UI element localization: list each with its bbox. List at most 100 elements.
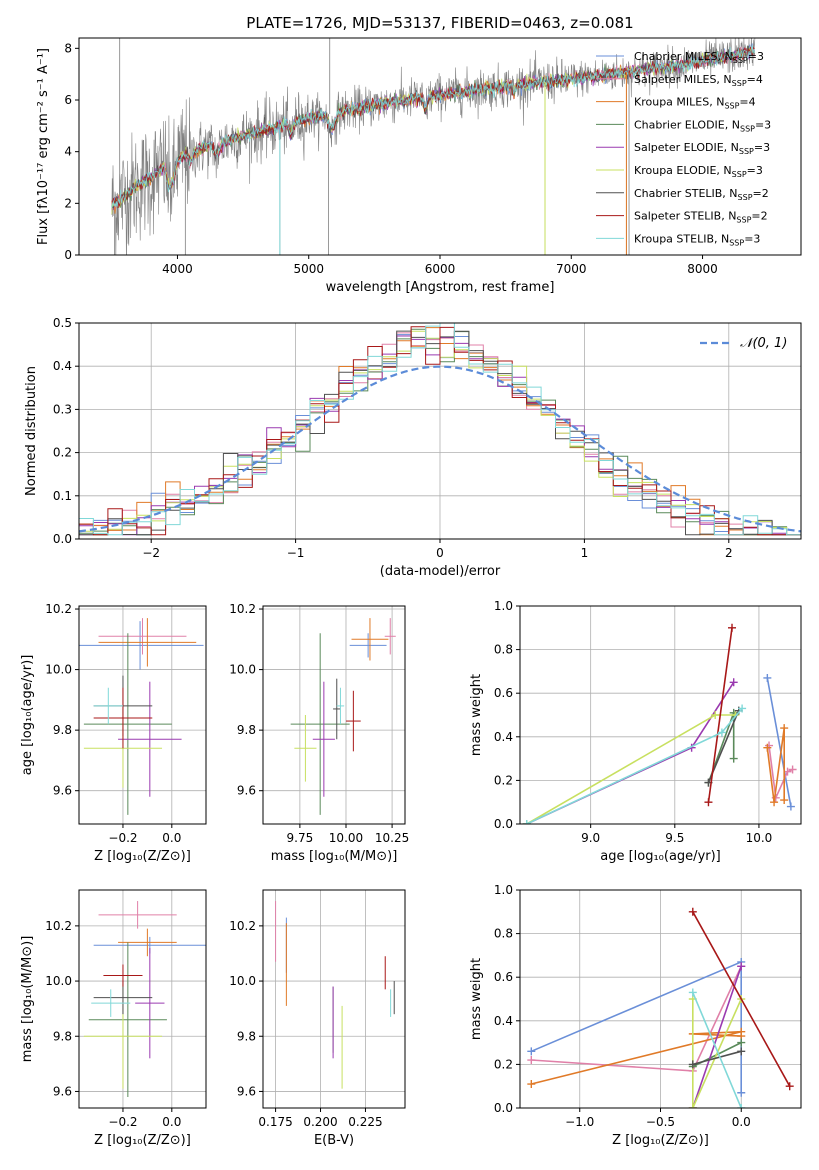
panel-age-vs-Z: −0.2 0.0 9.6 9.8 10.0 10.2 Z [log₁₀(Z/Z⊙)] age …: [20, 602, 207, 864]
x-tick-label: 5000: [293, 262, 324, 276]
x-tick-label: 6000: [425, 262, 456, 276]
plot-area: [111, 38, 756, 255]
series-marker: [788, 765, 797, 774]
histogram-salpeter-stelib: [79, 326, 801, 536]
series-marker: [711, 711, 720, 719]
axes-frame: [78, 322, 802, 540]
y-tick-label: 0.4: [494, 1014, 513, 1028]
legend-label-n: =2: [753, 187, 769, 200]
y-tick-label: 0.4: [494, 730, 513, 744]
errorbar-chabrier-miles: [349, 633, 387, 658]
plot-area: [79, 323, 801, 536]
errorbar-salpeter-miles: [98, 618, 187, 655]
legend-label-text: Salpeter ELODIE, N: [634, 141, 739, 154]
legend-label-n: =4: [739, 96, 755, 109]
figure-title: PLATE=1726, MJD=53137, FIBERID=0463, z=0…: [246, 14, 633, 32]
y-tick-label: 0.0: [53, 532, 72, 546]
y-tick-label: 9.8: [53, 723, 72, 737]
errorbar-salpeter-stelib: [345, 690, 361, 752]
axes-frame: [262, 889, 406, 1109]
errorbar-chabrier-stelib: [333, 678, 341, 740]
panel-mass-vs-ebv: 0.175 0.200 0.225 9.6 9.8 10.0 10.2 E(B-V): [229, 889, 406, 1148]
series-line: [766, 677, 792, 807]
series-chabrier-miles: [763, 673, 795, 811]
errorbar-chabrier-elodie: [290, 633, 350, 815]
series-marker: [786, 802, 795, 811]
series-marker: [729, 678, 738, 687]
series-line: [707, 627, 733, 803]
x-tick-label: 0: [436, 546, 444, 560]
legend-label-text: Kroupa ELODIE, N: [634, 164, 732, 177]
legend-label-n: =2: [751, 210, 767, 223]
errorbar-salpeter-elodie: [312, 681, 335, 797]
x-axis-label: age [log₁₀(age/yr)]: [600, 849, 721, 864]
series-line: [526, 707, 743, 824]
y-tick-label: 2: [64, 196, 72, 210]
series-marker: [780, 796, 789, 805]
legend-label-sub: SSP: [729, 238, 744, 247]
x-axis-label: E(B-V): [314, 1133, 354, 1148]
series-marker: [763, 743, 772, 752]
series-salpeter-elodie: [688, 962, 746, 1108]
spectrum-model-salpeter-stelib: [111, 46, 755, 209]
series-marker: [527, 1047, 536, 1056]
errorbar-kroupa-stelib: [336, 687, 345, 725]
gaussian-reference-line: [79, 365, 801, 533]
legend-label-n: =3: [747, 164, 763, 177]
errorbar-salpeter-stelib: [103, 964, 143, 987]
series-kroupa-stelib: [688, 988, 746, 1108]
panel-residuals: −2 −1 0 1 2 0.0 0.1 0.2 0.3 0.4 0.5 (data-model)/er…: [24, 316, 802, 579]
y-tick-label: 1.0: [494, 599, 513, 613]
x-tick-label: −0.2: [108, 831, 137, 845]
plot-area: [83, 901, 206, 1097]
x-axis-label: wavelength [Angstrom, rest frame]: [326, 280, 555, 295]
legend-label-n: =3: [754, 141, 770, 154]
y-tick-label: 10.0: [45, 974, 72, 988]
legend-label-text: Kroupa MILES, N: [634, 96, 724, 109]
errorbar-kroupa-miles: [98, 618, 197, 667]
y-tick-label: 0.2: [494, 1057, 513, 1071]
errorbar-kroupa-stelib: [93, 687, 123, 725]
y-tick-label: 1.0: [494, 883, 513, 897]
legend-label-sub: SSP: [733, 56, 748, 65]
errorbar-chabrier-elodie: [88, 942, 167, 1097]
x-tick-label: −1: [287, 546, 305, 560]
errorbar-kroupa-stelib: [91, 989, 131, 1017]
legend-label-salpeter-stelib: Salpeter STELIB, NSSP=2: [634, 210, 768, 225]
legend-label-kroupa-elodie: Kroupa ELODIE, NSSP=3: [634, 164, 763, 179]
plot-area: [79, 618, 204, 815]
legend-label-sub: SSP: [739, 147, 754, 156]
series-kroupa-miles: [527, 1027, 746, 1089]
y-axis-label: mass weight: [469, 958, 484, 1040]
x-tick-label: −2: [142, 546, 160, 560]
axes-frame: [519, 889, 802, 1109]
y-tick-label: 9.6: [237, 1084, 256, 1098]
axes-frame: [78, 889, 207, 1109]
legend-label-n: =3: [748, 50, 764, 63]
x-tick-label: 0.200: [303, 1115, 337, 1129]
legend-label-text: Chabrier MILES, N: [634, 50, 733, 63]
y-tick-label: 0.0: [494, 1101, 513, 1115]
x-tick-label: 10.00: [329, 831, 363, 845]
x-tick-label: 0.175: [258, 1115, 292, 1129]
x-axis-label: Z [log₁₀(Z/Z⊙)]: [612, 1133, 709, 1148]
series-kroupa-stelib: [522, 704, 747, 824]
series-marker: [737, 1047, 746, 1056]
x-tick-label: 1: [581, 546, 589, 560]
errorbar-kroupa-miles: [351, 618, 389, 661]
panel-spectrum: 4000 5000 6000 7000 8000 0 2 4 6 8 wavelength [Ang…: [36, 37, 802, 295]
y-tick-label: 4: [64, 145, 72, 159]
y-tick-label: 10.2: [229, 919, 256, 933]
y-tick-label: 9.8: [53, 1029, 72, 1043]
y-tick-label: 0.0: [494, 817, 513, 831]
y-tick-label: 10.0: [45, 663, 72, 677]
y-tick-label: 0.6: [494, 686, 513, 700]
x-tick-label: 0.0: [732, 1115, 751, 1129]
x-tick-label: −0.5: [646, 1115, 675, 1129]
y-tick-label: 10.2: [229, 602, 256, 616]
x-tick-label: 10.0: [746, 831, 773, 845]
series-line: [766, 727, 785, 803]
errorbar-salpeter-elodie: [118, 681, 182, 797]
